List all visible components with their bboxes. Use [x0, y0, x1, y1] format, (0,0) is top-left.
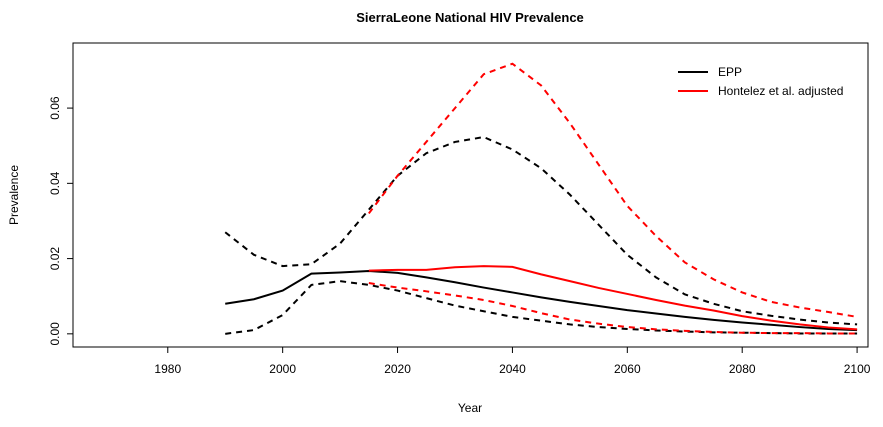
- x-axis-label: Year: [458, 401, 482, 415]
- y-axis-label: Prevalence: [7, 165, 21, 225]
- series-line: [368, 265, 858, 331]
- series-line: [225, 269, 858, 332]
- x-tick-label: 2000: [269, 362, 296, 376]
- series-line: [368, 62, 858, 318]
- y-tick-label: 0.02: [48, 247, 62, 271]
- x-tick-label: 2020: [384, 362, 411, 376]
- series-line: [225, 280, 858, 335]
- legend-label: EPP: [718, 65, 742, 79]
- chart-title: SierraLeone National HIV Prevalence: [356, 10, 584, 25]
- x-tick-label: 1980: [154, 362, 181, 376]
- y-tick-label: 0.06: [48, 96, 62, 120]
- x-tick-label: 2060: [614, 362, 641, 376]
- x-tick-label: 2100: [844, 362, 871, 376]
- x-tick-label: 2080: [729, 362, 756, 376]
- series-line: [224, 136, 858, 326]
- plot-frame: [72, 42, 869, 348]
- legend-label: Hontelez et al. adjusted: [718, 84, 843, 98]
- y-tick-label: 0.00: [48, 322, 62, 346]
- x-tick-label: 2040: [499, 362, 526, 376]
- series-line: [368, 282, 858, 335]
- y-tick-label: 0.04: [48, 171, 62, 195]
